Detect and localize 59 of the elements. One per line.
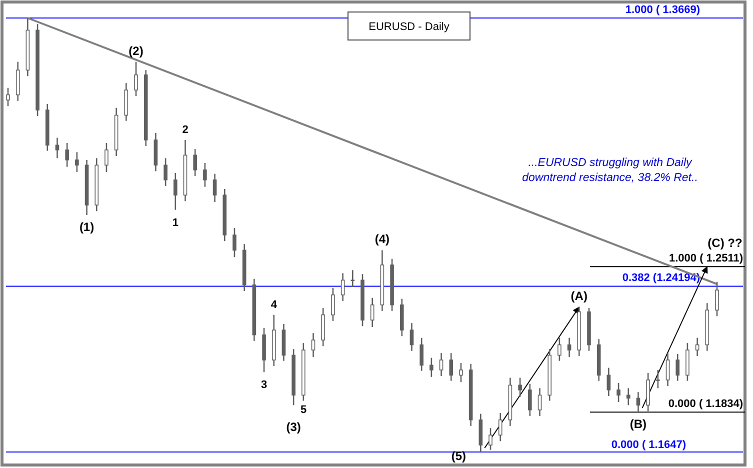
candlestick xyxy=(528,383,532,417)
candlestick xyxy=(626,388,630,406)
candlestick xyxy=(55,137,60,159)
candlestick xyxy=(666,352,670,387)
annotation: (B) xyxy=(630,417,647,432)
annotation: 1 xyxy=(172,216,178,229)
annotation: (4) xyxy=(374,232,390,246)
candlestick xyxy=(104,142,108,173)
candlestick xyxy=(331,287,335,322)
candlestick xyxy=(6,87,10,107)
annotation: (2) xyxy=(128,44,144,58)
annotation: (1) xyxy=(79,220,94,234)
ref-line-label: 1.000 ( 1.3669) xyxy=(625,4,700,16)
candlestick xyxy=(193,148,197,177)
candlestick xyxy=(449,352,454,382)
annotation: 3 xyxy=(260,379,268,392)
candlestick xyxy=(350,270,355,288)
candlestick xyxy=(558,337,562,362)
candlestick xyxy=(134,61,138,97)
candlestick xyxy=(606,367,611,397)
candlestick xyxy=(695,337,700,357)
candlestick xyxy=(410,322,414,352)
candlestick xyxy=(75,151,79,173)
annotation: 2 xyxy=(182,124,188,136)
candlestick xyxy=(203,162,207,188)
candlestick xyxy=(636,391,640,413)
candlestick xyxy=(715,281,719,317)
annotation: 1.000 ( 1.2511) xyxy=(668,252,744,265)
chart-title: EURUSD - Daily xyxy=(368,21,450,33)
ref-line-label: 0.382 (1.24194) xyxy=(622,272,700,284)
annotation: ...EURUSD struggling with Daily downtrend resistance, 38.2% Ret.. xyxy=(522,157,698,184)
candlestick xyxy=(538,388,542,417)
ref-line-label: 0.000 ( 1.1647) xyxy=(611,439,686,451)
annotation: 5 xyxy=(300,404,307,416)
candlestick xyxy=(676,353,680,382)
candlestick xyxy=(212,173,217,203)
candlestick xyxy=(439,352,444,377)
annotation: (C) ?? xyxy=(708,236,742,250)
annotation: 0.000 ( 1.1834) xyxy=(668,398,744,410)
annotation: (A) xyxy=(570,289,588,304)
candlestick xyxy=(567,337,572,358)
candlestick xyxy=(488,427,492,450)
candlestick xyxy=(656,369,660,389)
candlestick xyxy=(164,158,168,187)
candlestick xyxy=(430,357,434,378)
candlestick xyxy=(518,377,522,398)
candlestick xyxy=(616,382,620,403)
candlestick xyxy=(311,332,316,358)
candlestick xyxy=(420,337,424,372)
annotation: (5) xyxy=(451,449,466,463)
candlestick xyxy=(370,297,374,328)
candlestick xyxy=(65,142,69,168)
candlestick xyxy=(232,227,236,258)
candlestick xyxy=(174,172,178,210)
annotation: 4 xyxy=(270,298,278,311)
candlestick xyxy=(459,362,463,383)
annotation: (3) xyxy=(286,420,301,434)
candlestick xyxy=(340,272,345,302)
candlestick xyxy=(498,412,502,442)
